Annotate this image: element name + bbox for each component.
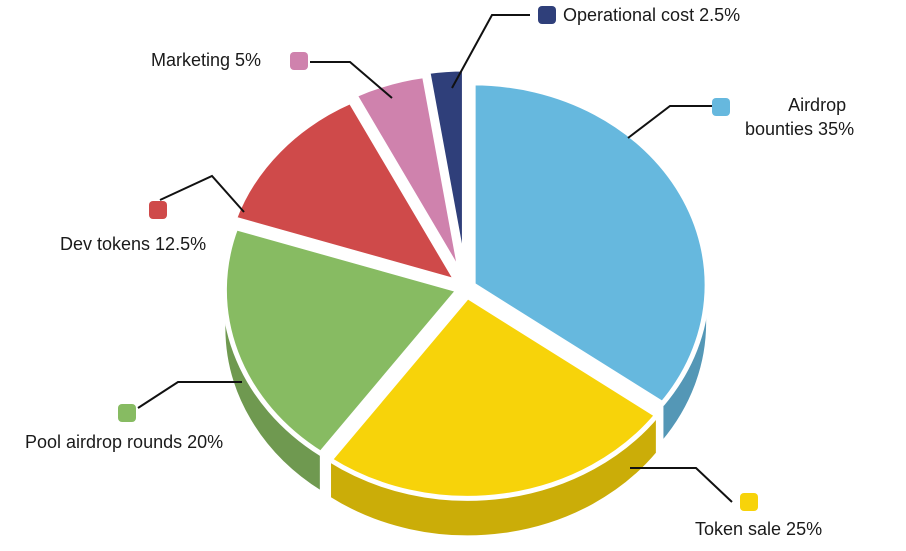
slice-label-token-sale: Token sale 25%: [695, 519, 823, 539]
slice-label-operational-cost: Operational cost 2.5%: [563, 5, 741, 25]
leader-line-operational-cost: [451, 14, 530, 89]
leader-line-marketing: [310, 61, 393, 99]
slice-token-sale: [327, 293, 660, 501]
leader-line-pool-airdrop-rounds: [137, 381, 242, 409]
slice-label-airdrop-line1: Airdrop: [788, 95, 847, 115]
slice-airdrop-bounties: [470, 80, 710, 407]
leader-line-dev-tokens: [159, 174, 245, 213]
legend-marker-dev-tokens: [149, 201, 167, 219]
legend-marker-airdrop-bounties: [712, 98, 730, 116]
slice-label-airdrop-line2: bounties 35%: [745, 119, 855, 139]
slice-pool-airdrop-rounds: [221, 225, 461, 457]
slice-label-pool-airdrop: Pool airdrop rounds 20%: [25, 432, 224, 452]
leader-line-airdrop-bounties: [627, 105, 712, 139]
legend-marker-pool-airdrop-rounds: [118, 404, 136, 422]
slice-label-marketing: Marketing 5%: [151, 50, 262, 70]
slice-marketing: [352, 73, 464, 278]
legend-marker-marketing: [290, 52, 308, 70]
slice-label-dev-tokens: Dev tokens 12.5%: [60, 234, 207, 254]
leader-lines: [137, 14, 733, 503]
legend-marker-operational-cost: [538, 6, 556, 24]
slice-operational-cost: [425, 66, 467, 274]
legend-marker-token-sale: [740, 493, 758, 511]
leader-line-token-sale: [630, 467, 733, 503]
legend-markers: [118, 6, 758, 511]
pie-slices: [221, 66, 710, 501]
slice-label-airdrop-bounties: Airdrop bounties 35%: [745, 93, 854, 141]
